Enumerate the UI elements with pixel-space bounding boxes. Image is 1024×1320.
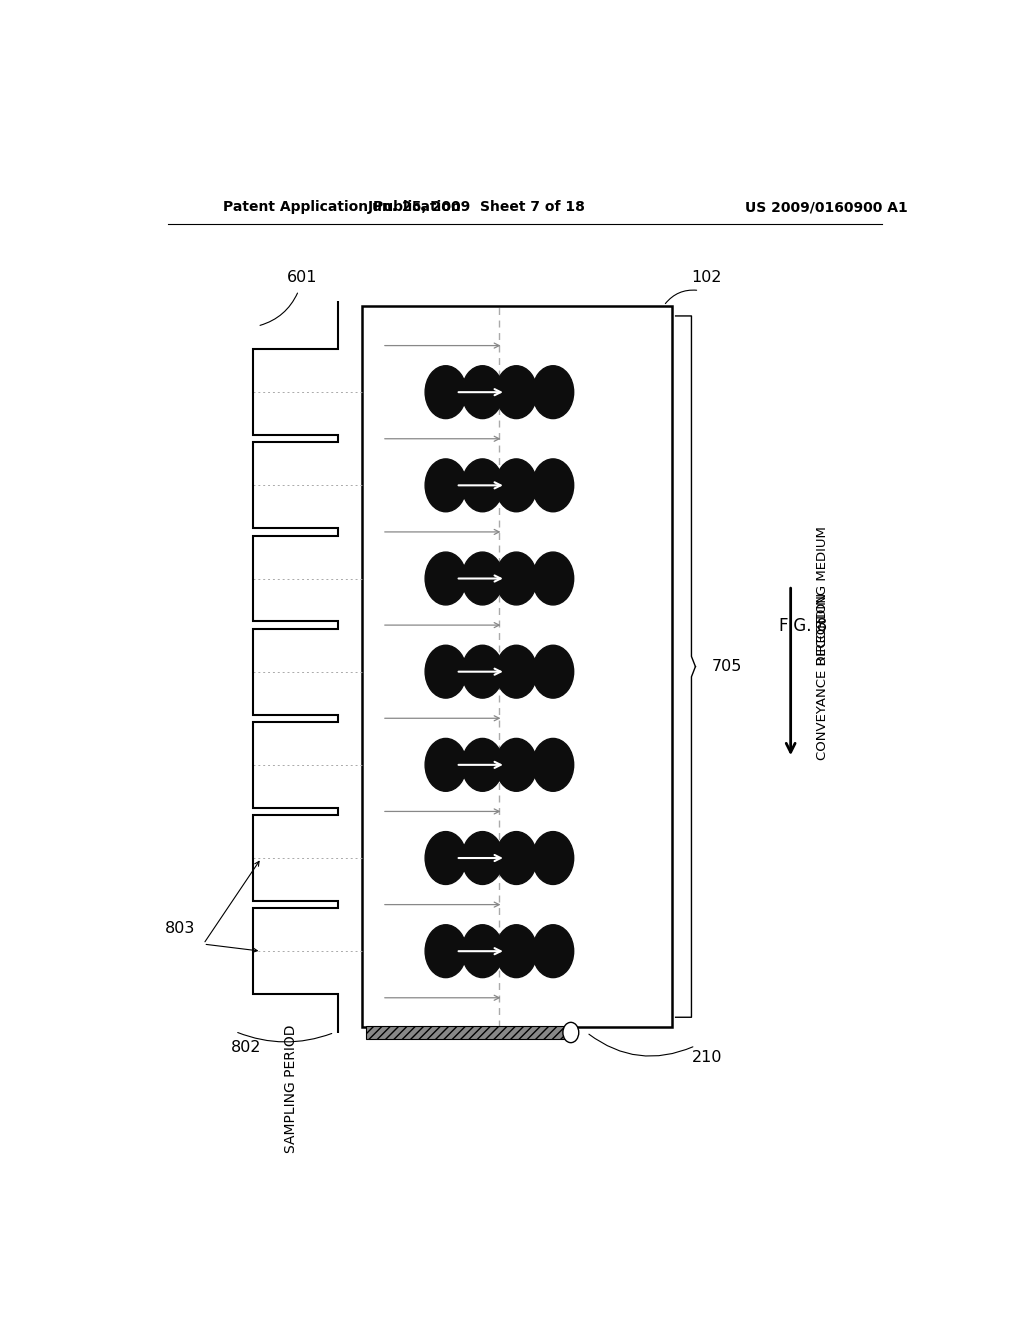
Circle shape — [532, 832, 573, 884]
Circle shape — [425, 925, 466, 978]
Circle shape — [532, 645, 573, 698]
Text: 802: 802 — [231, 1040, 262, 1055]
Text: RECORDING MEDIUM: RECORDING MEDIUM — [816, 525, 828, 665]
Circle shape — [425, 552, 466, 605]
Circle shape — [532, 925, 573, 978]
Circle shape — [462, 925, 503, 978]
Text: Patent Application Publication: Patent Application Publication — [223, 201, 461, 214]
Text: 803: 803 — [165, 921, 195, 936]
Text: Jun. 25, 2009  Sheet 7 of 18: Jun. 25, 2009 Sheet 7 of 18 — [369, 201, 586, 214]
Text: FIG. 8: FIG. 8 — [778, 616, 827, 635]
Text: 102: 102 — [691, 271, 722, 285]
Circle shape — [496, 366, 537, 418]
Circle shape — [496, 832, 537, 884]
Circle shape — [496, 738, 537, 791]
Text: 705: 705 — [712, 659, 741, 675]
Circle shape — [496, 552, 537, 605]
Bar — [362, 306, 672, 1027]
Circle shape — [496, 925, 537, 978]
Circle shape — [532, 366, 573, 418]
Circle shape — [532, 738, 573, 791]
Circle shape — [425, 738, 466, 791]
Circle shape — [563, 1022, 579, 1043]
Circle shape — [462, 552, 503, 605]
Circle shape — [425, 459, 466, 512]
Circle shape — [462, 366, 503, 418]
Circle shape — [425, 645, 466, 698]
Circle shape — [425, 366, 466, 418]
Circle shape — [462, 832, 503, 884]
Circle shape — [496, 645, 537, 698]
Text: US 2009/0160900 A1: US 2009/0160900 A1 — [745, 201, 907, 214]
Circle shape — [532, 459, 573, 512]
Text: 601: 601 — [287, 271, 317, 285]
Circle shape — [496, 459, 537, 512]
Text: SAMPLING PERIOD: SAMPLING PERIOD — [284, 1024, 298, 1152]
Text: 210: 210 — [691, 1051, 722, 1065]
Text: CONVEYANCE DIRECTION: CONVEYANCE DIRECTION — [816, 593, 828, 760]
Circle shape — [532, 552, 573, 605]
Circle shape — [425, 832, 466, 884]
Bar — [367, 1027, 570, 1039]
Circle shape — [462, 645, 503, 698]
Circle shape — [462, 459, 503, 512]
Circle shape — [462, 738, 503, 791]
